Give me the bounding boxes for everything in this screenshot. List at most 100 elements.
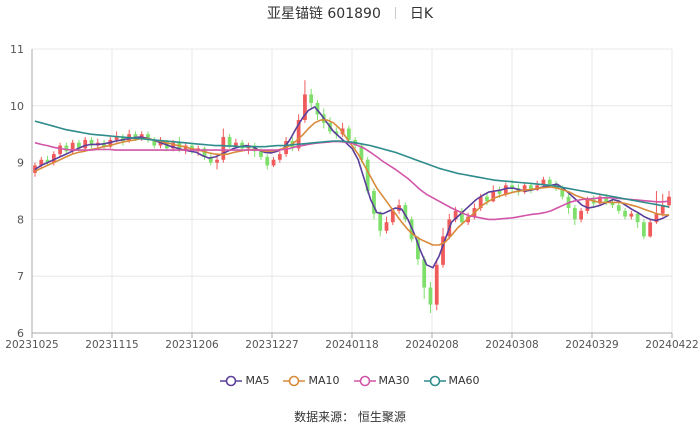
candle-body xyxy=(522,185,527,193)
legend-marker-icon xyxy=(220,375,243,387)
candle-body xyxy=(629,213,634,217)
candle-body xyxy=(45,159,50,163)
candle-body xyxy=(359,145,364,160)
y-tick-label: 8 xyxy=(17,213,24,226)
candle-body xyxy=(667,196,671,206)
title-separator xyxy=(394,7,396,19)
candle-body xyxy=(271,159,276,166)
series-line-ma30 xyxy=(34,140,670,221)
candle-body xyxy=(478,196,483,209)
candle-body xyxy=(503,185,508,194)
candle-body xyxy=(635,213,640,223)
y-tick-label: 7 xyxy=(17,270,24,283)
x-tick-label: 20240208 xyxy=(405,339,458,351)
candle-body xyxy=(315,102,320,115)
legend-item-ma5[interactable]: MA5 xyxy=(220,374,269,387)
candle-body xyxy=(560,188,565,197)
candle-body xyxy=(70,142,75,152)
candle-body xyxy=(541,179,546,186)
legend-label: MA5 xyxy=(245,374,270,387)
candle-body xyxy=(309,94,314,103)
y-tick-label: 10 xyxy=(10,100,24,113)
legend-item-ma10[interactable]: MA10 xyxy=(283,374,340,387)
candle-body xyxy=(585,199,590,211)
candle-body xyxy=(459,210,464,223)
legend-label: MA60 xyxy=(448,374,480,387)
series-line-ma60 xyxy=(34,120,670,208)
candle-body xyxy=(296,120,301,149)
candle-body xyxy=(227,137,232,146)
y-tick-label: 9 xyxy=(17,157,24,170)
candle-body xyxy=(616,205,621,211)
y-tick-label: 6 xyxy=(17,327,24,340)
x-tick-label: 20240422 xyxy=(645,339,698,351)
candle-body xyxy=(221,137,226,160)
candle-body xyxy=(547,179,552,185)
candle-body xyxy=(277,154,282,160)
candle-body xyxy=(579,210,584,220)
candle-body xyxy=(660,205,665,214)
candle-body xyxy=(146,134,150,140)
candle-body xyxy=(491,191,496,202)
candle-body xyxy=(384,222,389,231)
candle-body xyxy=(535,185,540,190)
candle-body xyxy=(434,264,439,305)
candle-body xyxy=(390,210,395,223)
candle-body xyxy=(346,128,351,140)
candle-body xyxy=(83,139,88,149)
candle-body xyxy=(510,185,514,189)
candle-body xyxy=(51,154,56,163)
candle-body xyxy=(598,196,602,204)
candle-body xyxy=(202,148,207,157)
candle-body xyxy=(64,145,69,152)
candle-body xyxy=(152,139,157,146)
candle-body xyxy=(208,156,213,163)
candle-body xyxy=(654,213,659,223)
candle-body xyxy=(265,156,270,166)
candle-body xyxy=(171,142,175,149)
candle-body xyxy=(303,94,307,120)
candle-body xyxy=(233,142,238,146)
candle-body xyxy=(623,210,627,217)
candle-body xyxy=(441,236,445,265)
candle-body xyxy=(610,202,615,206)
candle-body xyxy=(648,222,653,237)
legend-marker-icon xyxy=(423,375,446,387)
candle-body xyxy=(403,205,408,220)
candle-body xyxy=(58,145,62,155)
candlestick-chart: 6 7 8 9 10 11 20231025 20231115 20231206 20231227… xyxy=(5,43,698,351)
legend-label: MA10 xyxy=(308,374,340,387)
candle-body xyxy=(334,131,339,135)
candle-body xyxy=(453,210,458,220)
candle-body xyxy=(485,196,489,202)
candle-body xyxy=(428,287,433,305)
candle-body xyxy=(372,191,376,214)
legend-item-ma60[interactable]: MA60 xyxy=(423,374,480,387)
legend-marker-icon xyxy=(353,375,376,387)
stock-name: 亚星锚链 601890 xyxy=(266,6,381,22)
legend-label: MA30 xyxy=(378,374,410,387)
candle-body xyxy=(39,159,44,166)
legend-item-ma30[interactable]: MA30 xyxy=(353,374,410,387)
candle-body xyxy=(529,185,533,190)
candle-body xyxy=(572,208,577,220)
candle-body xyxy=(497,191,502,194)
x-tick-label: 20240308 xyxy=(485,339,538,351)
x-tick-label: 20231227 xyxy=(245,339,298,351)
candle-body xyxy=(259,151,263,157)
legend-marker-icon xyxy=(283,375,306,387)
y-tick-label: 11 xyxy=(10,43,24,56)
candle-body xyxy=(102,142,106,147)
candle-body xyxy=(215,159,219,163)
x-tick-label: 20240329 xyxy=(565,339,618,351)
chart-legend: MA5 MA10 MA30 MA60 xyxy=(0,374,700,387)
x-tick-label: 20231025 xyxy=(5,339,58,351)
x-tick-label: 20240118 xyxy=(325,339,378,351)
candle-body xyxy=(77,142,81,149)
candle-body xyxy=(422,259,427,288)
data-source: 数据来源： 恒生聚源 xyxy=(294,410,406,424)
candle-body xyxy=(133,134,138,139)
candle-body xyxy=(365,159,370,191)
period-label: 日K xyxy=(409,6,434,22)
candle-body xyxy=(604,196,609,203)
